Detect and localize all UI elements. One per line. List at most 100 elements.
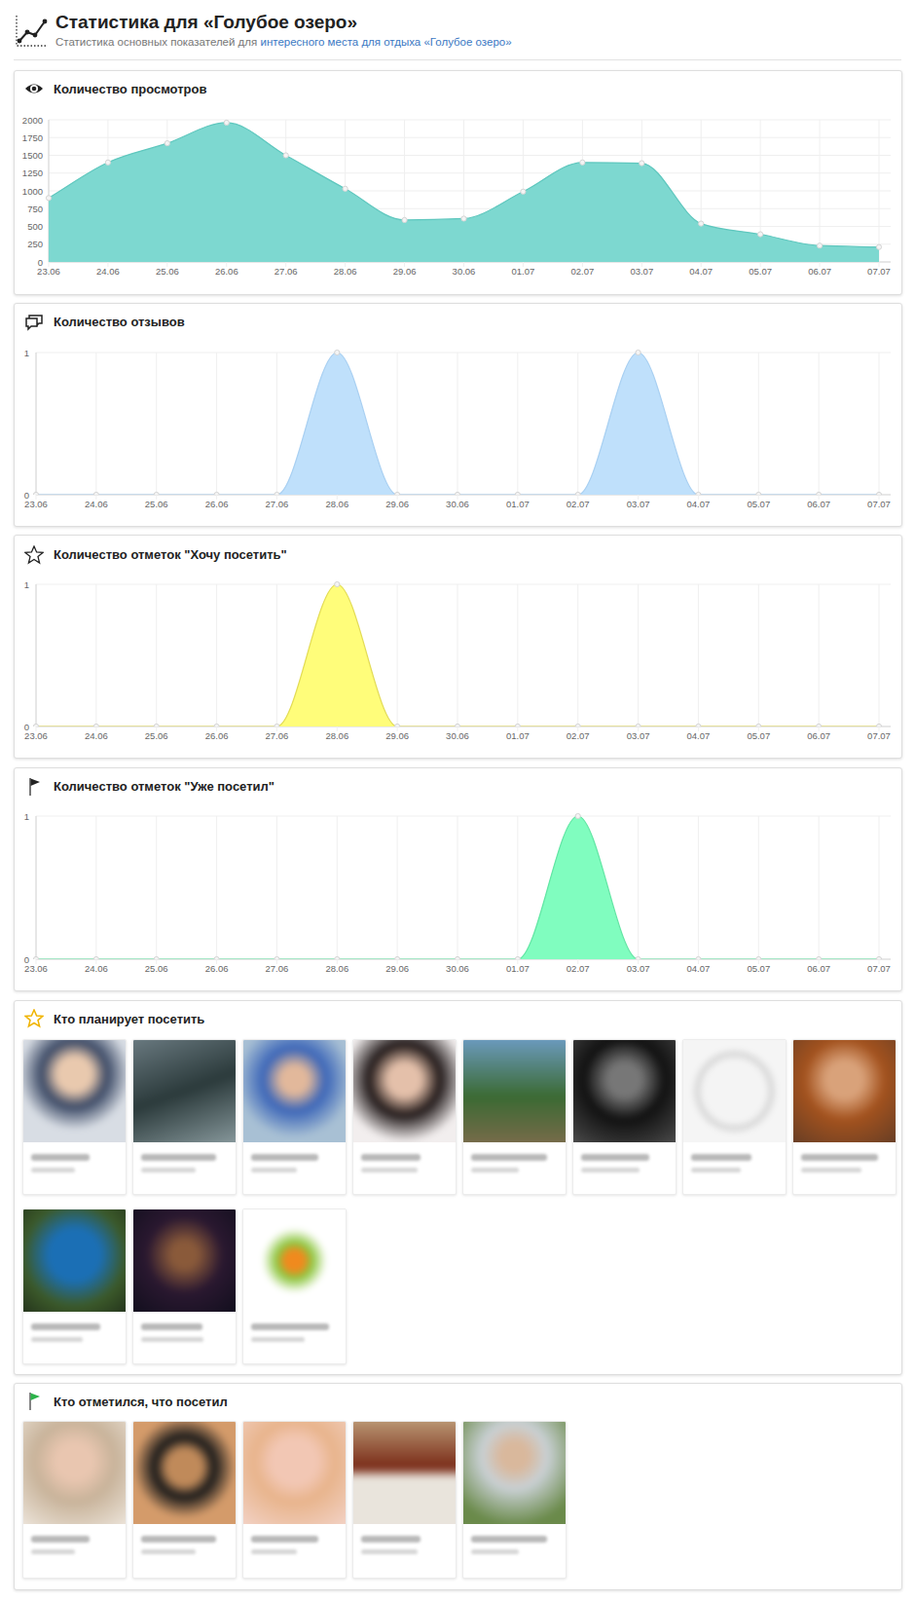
subtitle-link[interactable]: интересного места для отдыха «Голубое оз… [259,36,512,48]
chart-title: Количество просмотров [53,81,207,97]
user-card[interactable] [22,1420,127,1578]
point [33,723,38,727]
x-tick-label: 24.06 [84,730,109,741]
icon-dot [17,38,23,44]
grid-line [36,352,37,500]
grid-line [397,584,399,732]
grid-line [577,584,579,732]
user-card[interactable] [132,1420,237,1578]
name-blur [31,1535,90,1542]
point [635,349,641,355]
avatar-image [463,1039,566,1142]
x-tick-label: 30.06 [445,498,470,510]
name-blur [801,1153,879,1161]
icon-axes [16,15,47,46]
x-tick-label: 02.07 [570,265,594,277]
area-line [36,584,879,727]
point [395,723,401,727]
point [454,955,460,959]
point [876,955,881,959]
grid-line [577,352,579,500]
grid-line [95,815,97,964]
user-card[interactable] [352,1038,457,1195]
date-blur [581,1167,640,1172]
user-card[interactable] [352,1420,457,1578]
x-tick-label: 01.07 [506,498,530,510]
user-card[interactable] [682,1038,787,1195]
x-tick-label: 06.07 [806,730,831,741]
name-blur [361,1153,421,1161]
point [105,159,110,165]
avatar-image [133,1039,236,1142]
avatar-image [133,1208,236,1312]
user-card[interactable] [242,1207,347,1364]
user-card[interactable] [22,1038,127,1195]
point [580,159,586,165]
user-card[interactable] [132,1207,237,1364]
y-tick-label: 1 [24,347,30,359]
avatar [23,1421,126,1524]
avatar [463,1421,566,1524]
avatar-image [793,1039,896,1142]
grid-line [95,352,97,500]
avatar [573,1039,676,1142]
user-card[interactable] [22,1207,127,1364]
grid-line [155,584,157,732]
avatar-image [243,1039,346,1142]
grid-line [155,352,157,500]
x-tick-label: 27.06 [265,730,290,741]
gallery-icon [24,1008,44,1028]
user-card[interactable] [462,1420,567,1578]
x-tick-label: 30.06 [452,265,476,277]
name-blur [471,1535,548,1542]
x-tick-label: 26.06 [215,265,239,277]
grid-line [878,352,880,500]
user-card[interactable] [462,1038,567,1195]
x-tick-label: 02.07 [566,498,590,510]
grid-line [818,584,820,732]
icon-dot [25,30,31,36]
x-tick-label: 05.07 [746,498,770,510]
x-tick-label: 29.06 [385,962,409,974]
grid-line [758,352,760,500]
date-blur [31,1548,75,1554]
point [93,723,99,727]
x-tick-label: 23.06 [24,498,48,510]
x-tick-label: 25.06 [145,730,169,741]
name-blur [251,1535,319,1542]
point [342,185,348,191]
avatar-image [243,1421,346,1524]
x-tick-label: 30.06 [445,962,470,974]
grid-line [516,584,518,732]
x-tick-label: 04.07 [689,265,713,277]
avatar [243,1208,346,1312]
y-axis [36,584,37,727]
avatar [133,1039,236,1142]
grid-line [216,815,218,964]
x-tick-label: 26.06 [205,730,229,741]
icon-dot [42,19,48,25]
user-card[interactable] [572,1038,677,1195]
star [25,546,43,563]
point [93,491,99,495]
user-card[interactable] [242,1038,347,1195]
grid-line [457,352,459,500]
chart: 0123.0624.0625.0626.0627.0628.0629.0630.… [24,579,891,742]
user-card[interactable] [242,1420,347,1578]
grid-line [878,584,880,732]
x-tick-label: 07.07 [867,265,891,277]
point [402,217,407,222]
point [164,140,170,146]
chart-title: Количество отметок "Уже посетил" [53,778,275,794]
point [454,723,460,727]
user-card[interactable] [132,1038,237,1195]
date-blur [361,1548,418,1554]
grid-line [216,584,218,732]
plot-area [33,581,881,727]
avatar [353,1421,456,1524]
x-tick-label: 02.07 [566,730,590,741]
avatar [243,1421,346,1524]
grid-line [276,815,278,964]
y-axis [36,815,37,959]
user-card[interactable] [792,1038,897,1195]
